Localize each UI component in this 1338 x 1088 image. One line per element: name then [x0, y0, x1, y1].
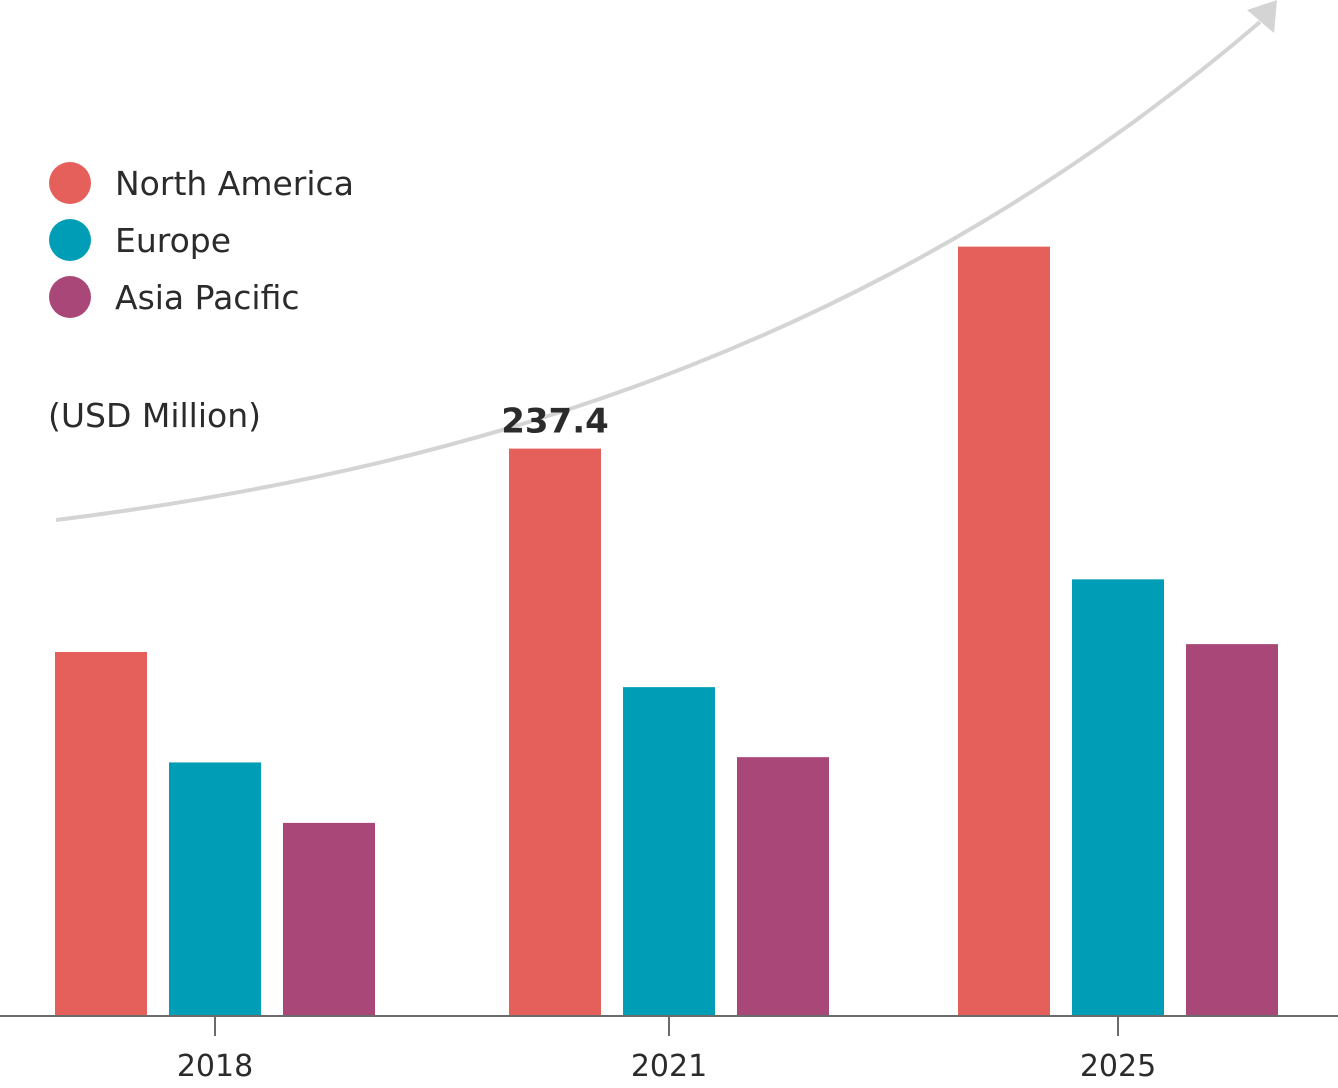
bar-asia-pacific-2021 — [737, 757, 829, 1016]
legend-swatch-0 — [49, 162, 91, 204]
bar-europe-2021 — [623, 687, 715, 1016]
legend-swatch-1 — [49, 219, 91, 261]
bar-north-america-2021 — [509, 448, 601, 1016]
bar-north-america-2025 — [958, 246, 1050, 1016]
legend-swatch-2 — [49, 276, 91, 318]
trend-arrow-head — [1247, 0, 1277, 33]
bar-north-america-2018 — [55, 652, 147, 1016]
bar-asia-pacific-2025 — [1186, 644, 1278, 1016]
bar-asia-pacific-2018 — [283, 822, 375, 1016]
x-tick-label-2025: 2025 — [1080, 1049, 1156, 1084]
x-tick-label-2018: 2018 — [177, 1049, 253, 1084]
unit-label: (USD Million) — [48, 396, 261, 435]
bar-europe-2018 — [169, 762, 261, 1016]
bar-europe-2025 — [1072, 579, 1164, 1016]
legend-label-2: Asia Pacific — [115, 278, 300, 317]
legend: North America Europe Asia Pacific — [49, 162, 354, 318]
legend-label-1: Europe — [115, 221, 231, 260]
legend-label-0: North America — [115, 164, 354, 203]
trend-arrow — [55, 0, 1277, 522]
data-label-0: 237.4 — [501, 402, 609, 442]
x-tick-label-2021: 2021 — [631, 1049, 707, 1084]
bars — [55, 246, 1278, 1016]
data-labels: 237.4 — [501, 402, 609, 442]
trend-arrow-line — [55, 20, 1262, 522]
x-axis: 2018 2021 2025 — [0, 1015, 1338, 1084]
